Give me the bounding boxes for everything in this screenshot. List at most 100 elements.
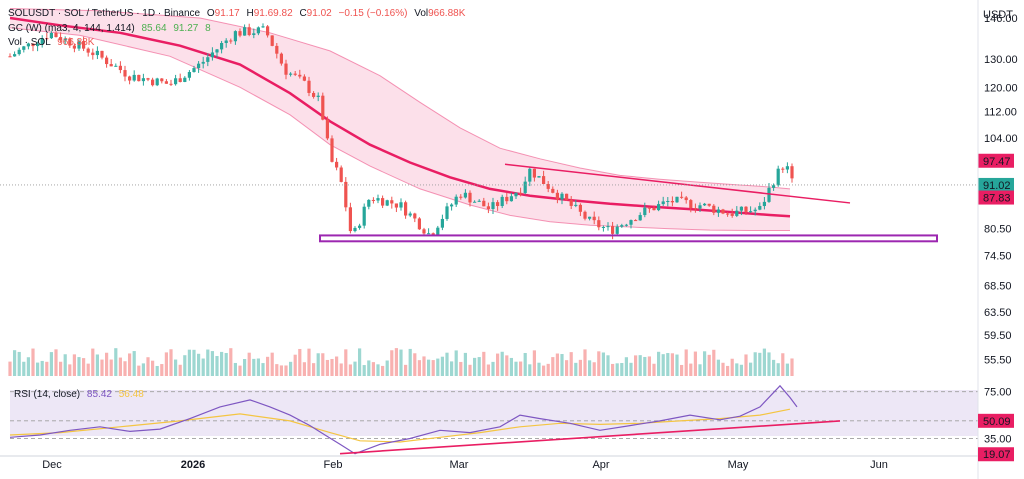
volume-bar: [615, 363, 619, 376]
volume-bar: [302, 362, 306, 376]
candle-body: [569, 200, 573, 206]
gc-band-fill: [10, 8, 790, 231]
candle-body: [381, 198, 385, 206]
volume-bar: [220, 351, 224, 376]
candle-body: [293, 73, 297, 75]
candle-body: [105, 57, 109, 65]
volume-bar: [77, 357, 81, 376]
volume-bar: [643, 356, 647, 376]
candle-body: [578, 204, 582, 212]
candle-body: [555, 192, 559, 200]
candle-body: [546, 184, 550, 189]
volume-bar: [790, 358, 794, 376]
x-tick-label: May: [728, 459, 749, 471]
volume-bar: [132, 351, 136, 376]
high-label: H: [246, 8, 253, 19]
candle-body: [385, 200, 389, 206]
candle-body: [703, 203, 707, 206]
volume-value: 966.88K: [428, 8, 466, 19]
volume-bar: [247, 352, 251, 376]
candle-body: [620, 225, 624, 227]
volume-bar: [680, 364, 684, 376]
volume-bar: [40, 360, 44, 376]
volume-bar: [22, 361, 26, 376]
candle-body: [486, 206, 490, 209]
volume-bar: [592, 362, 596, 376]
candle-body: [427, 233, 431, 235]
candle-body: [542, 176, 546, 185]
volume-bar: [335, 356, 339, 376]
gc-indicator-label: GC (W) (ma3, 4, 144, 1.414): [8, 23, 135, 34]
volume-bar: [164, 352, 168, 376]
candle-body: [59, 37, 63, 41]
candle-body: [45, 38, 49, 40]
volume-bar: [54, 349, 58, 376]
volume-bar: [624, 357, 628, 376]
volume-bar: [17, 351, 21, 376]
volume-bar: [63, 354, 67, 376]
candle-body: [689, 200, 693, 209]
rsi-level-label: 75.00: [984, 387, 1012, 399]
candle-body: [496, 202, 500, 207]
volume-bar: [201, 358, 205, 376]
candle-body: [31, 43, 35, 47]
candle-body: [390, 200, 394, 204]
candle-body: [220, 43, 224, 50]
candle-body: [123, 70, 127, 77]
candle-body: [256, 27, 260, 34]
candle-body: [233, 31, 237, 42]
x-tick-label: Apr: [592, 459, 609, 471]
rsi-lines: [9, 384, 978, 455]
rsi-line: [9, 384, 798, 455]
volume-bar: [417, 360, 421, 376]
candle-body: [588, 216, 592, 219]
volume-bar: [266, 356, 270, 376]
candle-body: [404, 202, 408, 216]
candle-body: [160, 78, 164, 82]
candle-body: [624, 224, 628, 226]
candle-body: [422, 229, 426, 234]
volume-bar: [542, 365, 546, 376]
volume-bar: [312, 363, 316, 376]
volume-bar: [252, 358, 256, 376]
volume-bar: [307, 348, 311, 376]
close-value: 91.02: [307, 8, 332, 19]
candle-body: [82, 41, 86, 49]
candle-body: [114, 65, 118, 67]
candle-body: [353, 227, 357, 232]
candle-body: [638, 215, 642, 221]
volume-bar: [776, 363, 780, 376]
volume-bar: [275, 364, 279, 376]
volume-bar: [229, 348, 233, 376]
x-tick-label: Mar: [450, 459, 469, 471]
volume-bar: [187, 349, 191, 376]
volume-bar: [611, 363, 615, 376]
volume-bar: [82, 358, 86, 376]
volume-bar: [440, 356, 444, 376]
price-axis[interactable]: USDT 146.00 130.00 120.00 112.00 104.00 80.50…: [977, 0, 1018, 479]
candle-body: [413, 213, 417, 219]
y-tick-label: 146.00: [984, 13, 1018, 25]
volume-bar: [169, 349, 173, 376]
candle-body: [201, 61, 205, 64]
candle-body: [302, 76, 306, 81]
volume-bar: [431, 360, 435, 376]
candle-body: [519, 192, 523, 194]
volume-bar: [454, 350, 458, 376]
candle-body: [312, 92, 316, 97]
volume-bar: [436, 358, 440, 376]
candle-body: [528, 168, 532, 182]
rsi-pane: [0, 384, 978, 457]
candle-body: [730, 213, 734, 216]
vol-indicator-value: 966.88K: [57, 37, 95, 48]
volume-bar: [330, 358, 334, 376]
volume-bar: [427, 359, 431, 376]
change-value: −0.15 (−0.16%): [338, 8, 407, 19]
price-badge: [978, 190, 1014, 205]
candle-body: [284, 63, 288, 75]
candle-body: [657, 204, 661, 211]
candle-body: [344, 181, 348, 208]
time-axis[interactable]: Dec 2026 Feb Mar Apr May Jun: [42, 459, 888, 471]
candle-body: [100, 50, 104, 58]
volume-bar: [362, 365, 366, 376]
